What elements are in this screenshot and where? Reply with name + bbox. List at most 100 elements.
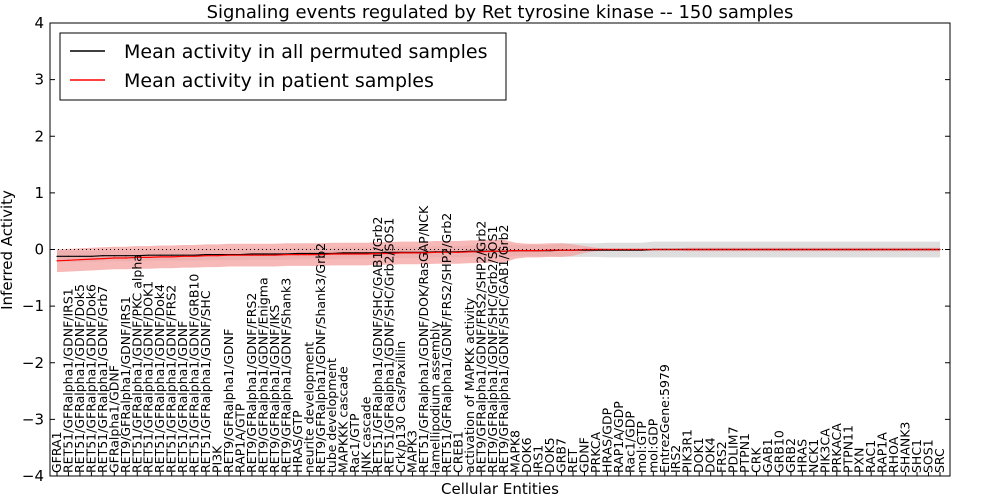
x-tick-label: GFRA1 xyxy=(49,431,64,473)
x-tick-label: IRS2 xyxy=(668,445,683,473)
data-point xyxy=(411,252,414,254)
data-point xyxy=(744,248,746,251)
x-tick-label: RET51/GFRalpha1/GDNF/IRS1 xyxy=(60,288,75,473)
data-point xyxy=(194,254,196,256)
x-tick-label: RET51/GFRalpha1/GDNF/Dok5 xyxy=(72,284,87,473)
x-tick-label: RET51/GFRalpha1/GDNF/FRS2/SHP2/Grb2 xyxy=(439,213,454,473)
data-point xyxy=(687,248,689,251)
x-tick-label: PRKCA xyxy=(588,432,603,473)
data-point xyxy=(182,255,184,257)
x-tick-label: RET51/GFRalpha1/GDNF/GRB10 xyxy=(187,274,202,473)
data-point xyxy=(366,253,368,255)
x-tick-label: Rac1/GDP xyxy=(622,411,637,473)
x-tick-label: RET9/GFRalpha1/GDNF/IRS1 xyxy=(118,296,133,473)
x-tick-label: GRB10 xyxy=(771,430,786,473)
y-tick-label: −4 xyxy=(22,467,44,485)
data-point xyxy=(320,252,322,255)
x-tick-label: RET xyxy=(565,448,580,473)
x-tick-label: DOK1 xyxy=(691,437,706,473)
data-point xyxy=(194,255,196,257)
x-tick-label: FRS2 xyxy=(714,441,729,473)
x-tick-label: GRB7 xyxy=(554,438,569,473)
x-tick-label: HRAS/GTP xyxy=(290,410,305,473)
x-tick-label: PRKACA xyxy=(829,423,844,473)
x-tick-label: RET9/GFRalpha1/GDNF/SHC/Grb2/SOS1 xyxy=(485,226,500,473)
data-point xyxy=(216,253,219,256)
data-point xyxy=(148,254,150,256)
data-point xyxy=(125,257,127,259)
data-point xyxy=(354,252,356,254)
data-point xyxy=(354,253,356,255)
data-point xyxy=(767,248,769,251)
data-point xyxy=(595,248,597,251)
data-point xyxy=(388,252,391,255)
x-tick-label: CREB1 xyxy=(450,431,465,473)
x-tick-label: SRC xyxy=(932,448,947,473)
data-point xyxy=(859,248,861,251)
data-point xyxy=(205,253,207,256)
legend: Mean activity in all permuted samples Me… xyxy=(59,32,507,101)
data-point xyxy=(216,255,219,257)
data-point xyxy=(67,259,70,261)
data-point xyxy=(228,254,230,256)
x-tick-label: DOK4 xyxy=(703,437,718,473)
x-tick-label: GAB1 xyxy=(760,438,775,473)
x-tick-label: RET51/GFRalpha1/GDNF xyxy=(175,321,190,473)
data-point xyxy=(125,255,127,257)
series-lines xyxy=(56,248,941,262)
x-tick-label: PDLIM7 xyxy=(726,426,741,473)
series-line-1 xyxy=(56,248,940,262)
data-point xyxy=(480,251,482,253)
x-tick-label: RET51/GFRalpha1/GDNF/SHC/GAB1/Grb2 xyxy=(370,217,385,473)
x-tick-label: PTPN11 xyxy=(840,425,855,473)
data-point xyxy=(148,256,150,259)
y-tick-label: −3 xyxy=(22,410,44,428)
x-tick-label: RET51/GFRalpha1/GDNF/PKC alpha xyxy=(129,254,144,473)
x-tick-label: RET51/GFRalpha1/GDNF/SHC xyxy=(198,290,213,473)
data-point xyxy=(343,253,345,255)
y-tick-label: −1 xyxy=(22,297,44,315)
x-tick-label: GFRalpha1/GDNF xyxy=(106,365,121,473)
data-point xyxy=(572,249,574,251)
data-point xyxy=(285,253,287,256)
x-axis-entity-labels: GFRA1RET51/GFRalpha1/GDNF/IRS1RET51/GFRa… xyxy=(49,205,947,476)
x-tick-label: SHANK3 xyxy=(898,422,913,473)
x-tick-label: NCK1 xyxy=(806,439,821,473)
data-point xyxy=(434,251,437,253)
x-tick-label: RET9/GFRalpha1/GDNF/Enigma xyxy=(255,277,270,473)
data-point xyxy=(652,248,654,251)
data-point xyxy=(400,252,402,254)
data-point xyxy=(113,255,115,257)
y-axis-ticks: 4 3 2 1 0 −1 −2 −3 −4 xyxy=(22,14,950,485)
x-tick-label: Rac1/GTP xyxy=(347,413,362,473)
y-tick-label: 2 xyxy=(34,127,44,145)
data-point xyxy=(136,255,138,257)
data-point xyxy=(262,253,265,255)
x-tick-label: Crk/p130 Cas/Paxillin xyxy=(393,341,408,473)
x-tick-label: RET9/GFRalpha1/GDNF/Shank3 xyxy=(278,278,293,473)
data-point xyxy=(847,248,849,251)
data-point xyxy=(113,257,115,259)
x-tick-label: RAP1A/GDP xyxy=(611,401,626,473)
x-tick-label: HRAS xyxy=(794,439,809,473)
y-tick-label: 4 xyxy=(34,14,44,32)
data-point xyxy=(274,254,276,256)
data-point xyxy=(446,251,448,253)
data-point xyxy=(251,253,253,255)
x-tick-label: neurite development xyxy=(301,342,316,473)
y-tick-label: 1 xyxy=(34,184,44,202)
x-tick-label: mol:GDP xyxy=(645,418,660,473)
data-point xyxy=(171,254,173,256)
data-point xyxy=(297,252,299,255)
data-point xyxy=(79,255,81,257)
x-tick-label: RAC1 xyxy=(863,440,878,473)
x-tick-label: RHOA xyxy=(886,436,901,473)
data-point xyxy=(836,248,838,251)
data-point xyxy=(423,252,425,254)
data-point xyxy=(90,258,93,260)
data-point xyxy=(927,248,930,251)
legend-label-patient: Mean activity in patient samples xyxy=(124,70,434,92)
data-point xyxy=(182,254,184,256)
data-point xyxy=(515,250,517,252)
